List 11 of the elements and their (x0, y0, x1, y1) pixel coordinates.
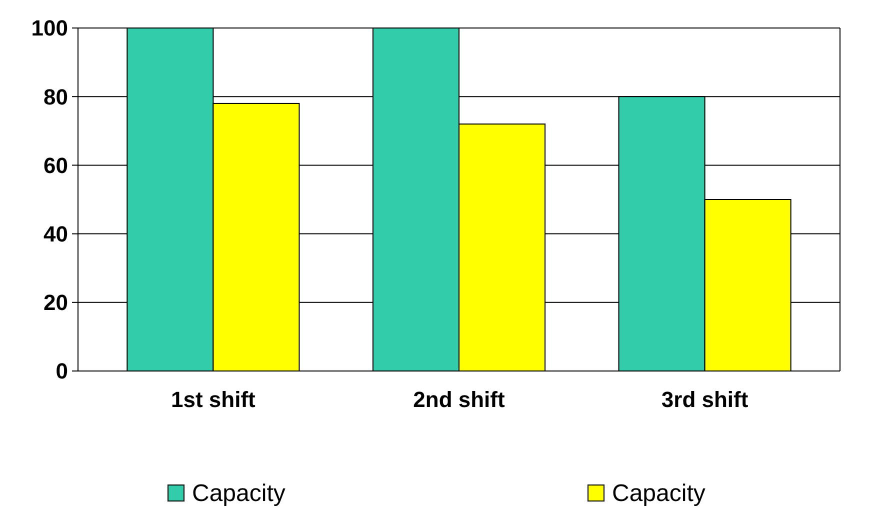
legend-label: Capacity (612, 480, 706, 507)
legend-label: Capacity (192, 480, 286, 507)
y-tick-label: 60 (44, 152, 68, 178)
y-tick-label: 100 (31, 16, 68, 41)
y-tick-label: 0 (56, 358, 68, 384)
x-tick-label: 1st shift (171, 387, 256, 412)
x-tick-label: 2nd shift (413, 387, 506, 412)
x-tick-label: 3rd shift (661, 387, 749, 412)
y-tick-label: 80 (44, 84, 68, 110)
y-tick-label: 20 (44, 290, 68, 316)
y-tick-label: 40 (44, 222, 68, 246)
